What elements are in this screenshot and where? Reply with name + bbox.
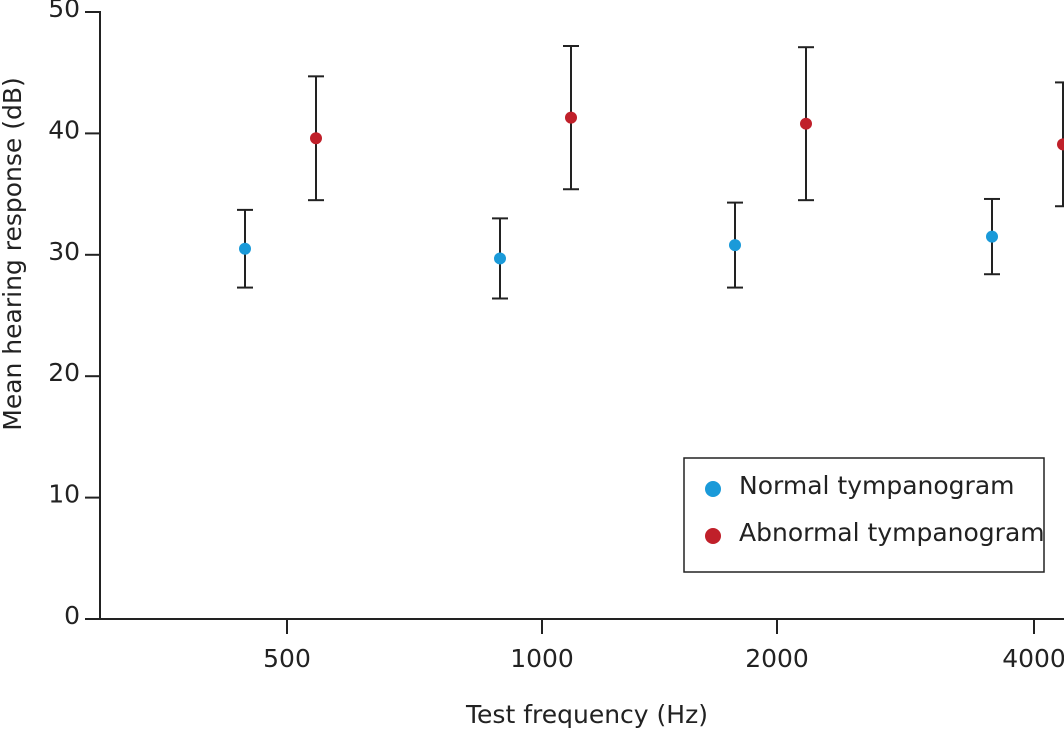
- y-tick-label: 0: [64, 601, 80, 630]
- y-tick-label: 20: [48, 358, 80, 387]
- y-tick-label: 50: [48, 0, 80, 23]
- y-tick-label: 40: [48, 115, 80, 144]
- x-axis-label: Test frequency (Hz): [465, 700, 708, 729]
- point: [729, 239, 741, 252]
- point: [239, 242, 251, 255]
- x-tick-label: 500: [263, 644, 311, 673]
- legend-label: Normal tympanogram: [739, 471, 1015, 500]
- y-tick-label: 30: [48, 237, 80, 266]
- point: [986, 230, 998, 243]
- x-tick-label: 1000: [510, 644, 574, 673]
- point: [1057, 138, 1064, 151]
- legend-box: [683, 457, 1045, 573]
- legend-label: Abnormal tympanogram: [739, 518, 1045, 547]
- point: [310, 132, 322, 145]
- y-axis-label: Mean hearing response (dB): [0, 77, 27, 431]
- legend-marker: [705, 528, 721, 544]
- x-tick-label: 2000: [745, 644, 809, 673]
- point: [565, 111, 577, 124]
- y-tick-label: 10: [48, 480, 80, 509]
- point: [800, 117, 812, 130]
- point: [494, 252, 506, 265]
- legend-marker: [705, 481, 721, 497]
- x-tick-label: 4000: [1002, 644, 1064, 673]
